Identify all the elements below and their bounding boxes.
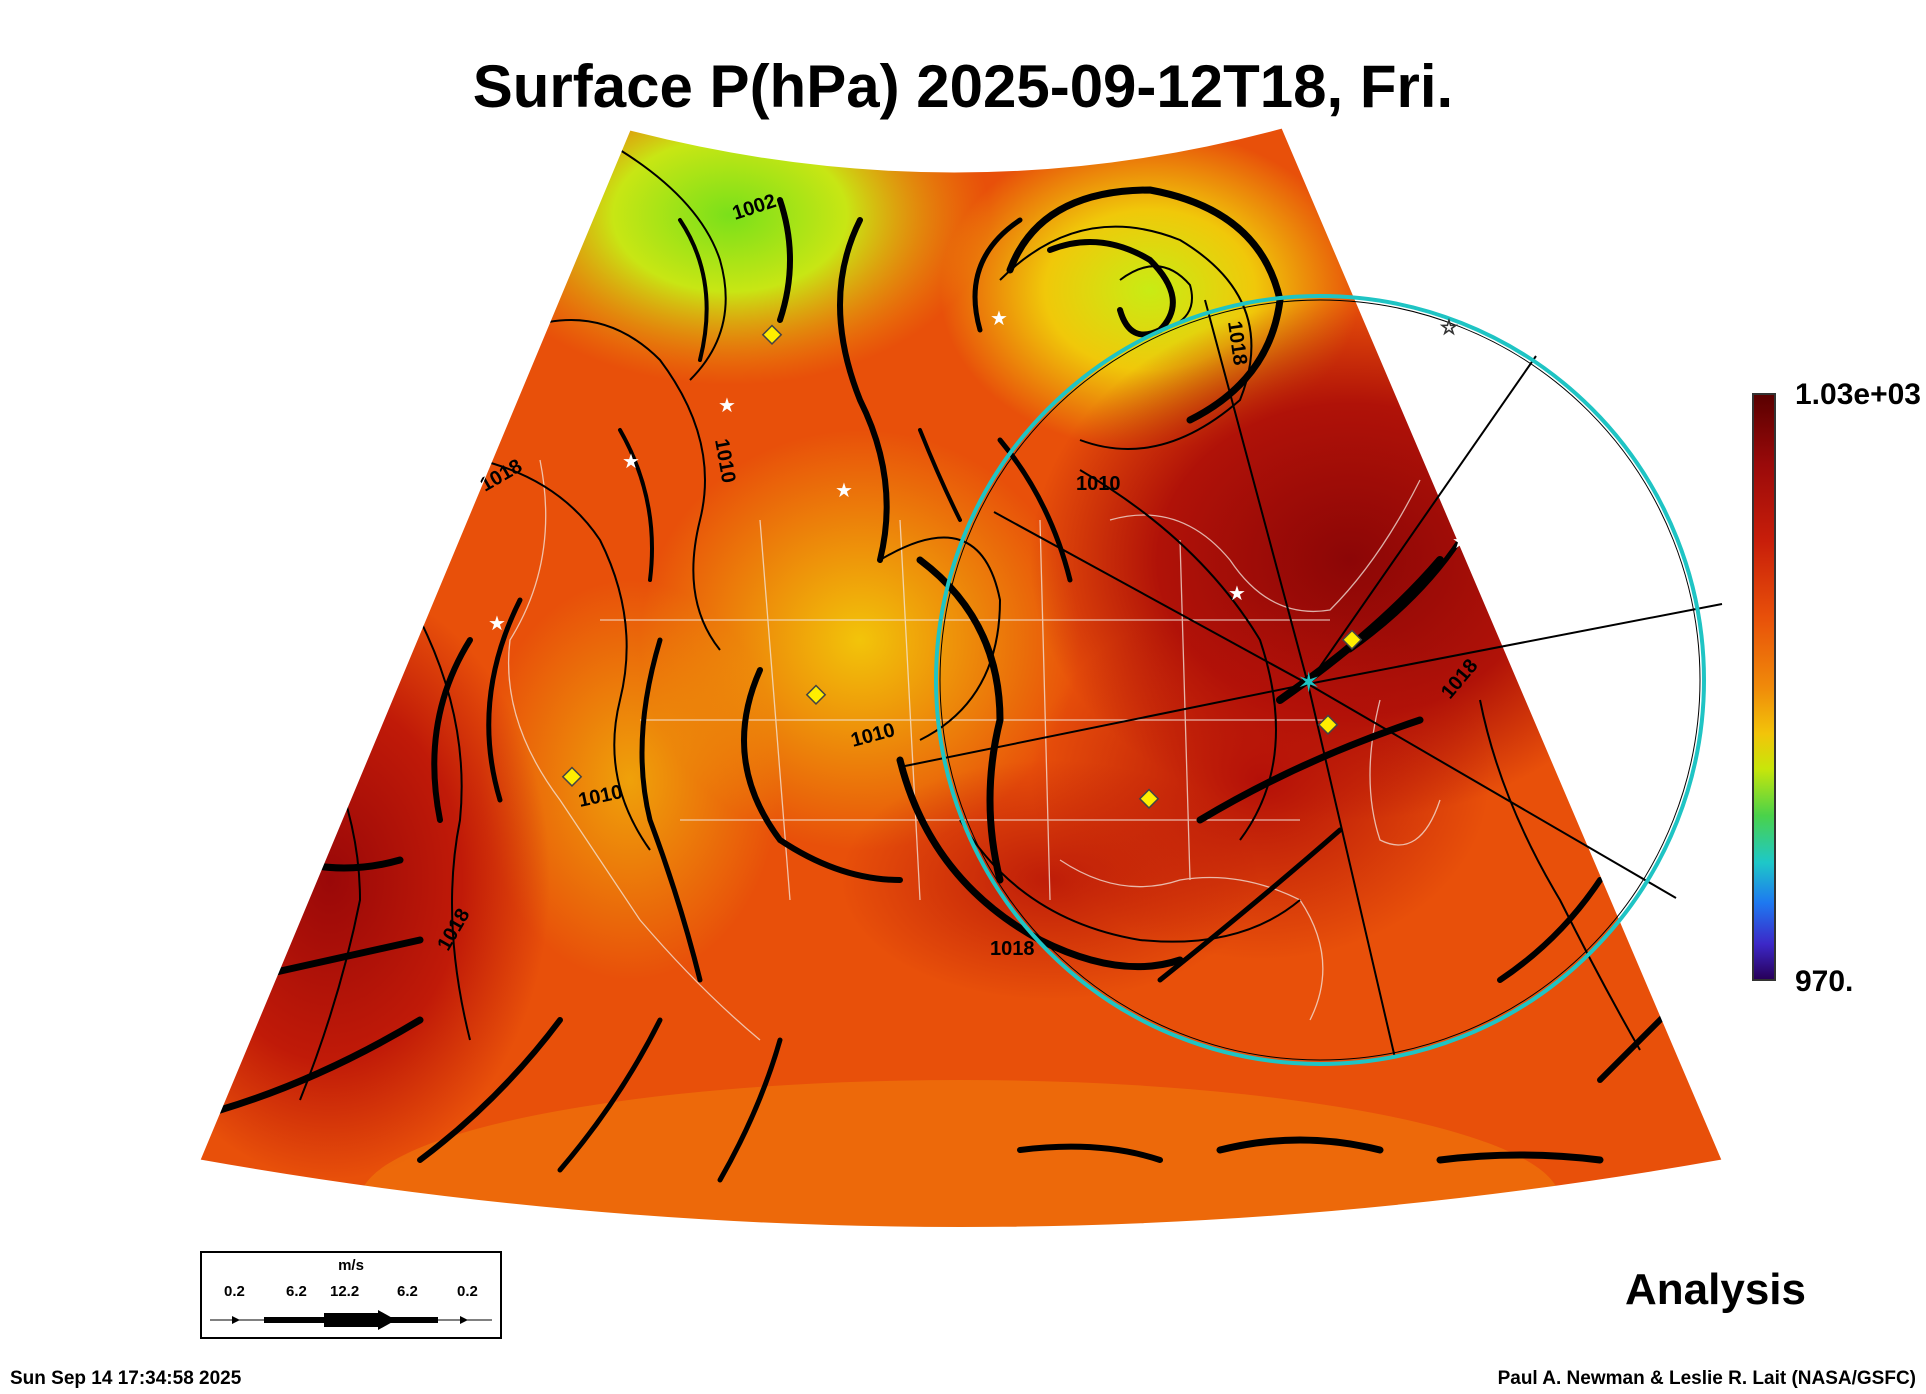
analysis-lines bbox=[904, 299, 1723, 1059]
star-icon: ★ bbox=[488, 613, 506, 635]
star-icon: ★ bbox=[835, 480, 853, 502]
center-marker-icon: ✶ bbox=[1297, 667, 1320, 698]
map-boundary bbox=[199, 127, 1723, 1228]
star-icon: ★ bbox=[990, 308, 1008, 330]
star-icon: ★ bbox=[1228, 583, 1246, 605]
wind-legend: m/s 0.2 6.2 12.2 6.2 0.2 bbox=[200, 1251, 502, 1339]
contour-label: 1018 bbox=[990, 938, 1035, 960]
wind-legend-label: 6.2 bbox=[397, 1283, 418, 1300]
station-marker bbox=[761, 324, 783, 345]
station-marker bbox=[561, 766, 583, 787]
range-ring bbox=[934, 294, 1706, 1066]
analysis-stamp: Analysis bbox=[1625, 1265, 1806, 1314]
station-marker bbox=[1341, 629, 1363, 650]
colorbar-min-label: 970. bbox=[1795, 965, 1854, 998]
range-ring-inner bbox=[939, 299, 1701, 1061]
wind-legend-label: 0.2 bbox=[224, 1283, 245, 1300]
wind-legend-label: 0.2 bbox=[457, 1283, 478, 1300]
star-icon: ☆ bbox=[1440, 317, 1458, 339]
map-title: Surface P(hPa) 2025-09-12T18, Fri. bbox=[472, 53, 1454, 120]
station-marker bbox=[1317, 714, 1339, 735]
star-icon: ★ bbox=[1452, 531, 1470, 553]
footer-timestamp: Sun Sep 14 17:34:58 2025 bbox=[10, 1368, 242, 1389]
wind-legend-label: 6.2 bbox=[286, 1283, 307, 1300]
star-markers: ★ ★ ★ ★ ★ ★ ★ ☆ bbox=[488, 308, 1470, 635]
star-icon: ★ bbox=[622, 451, 640, 473]
wind-legend-label: 12.2 bbox=[330, 1283, 360, 1300]
station-markers bbox=[561, 324, 1363, 809]
wind-legend-arrows bbox=[210, 1310, 492, 1330]
pressure-field bbox=[200, 128, 1722, 1228]
colorbar-max-label: 1.03e+03 bbox=[1795, 378, 1921, 411]
contour-label: 1010 bbox=[1076, 473, 1121, 495]
station-marker bbox=[1138, 788, 1160, 809]
footer-credit: Paul A. Newman & Leslie R. Lait (NASA/GS… bbox=[1497, 1368, 1916, 1389]
star-icon: ★ bbox=[718, 395, 736, 417]
station-marker bbox=[805, 684, 827, 705]
colorbar bbox=[1752, 393, 1776, 981]
wind-legend-unit: m/s bbox=[338, 1257, 364, 1274]
